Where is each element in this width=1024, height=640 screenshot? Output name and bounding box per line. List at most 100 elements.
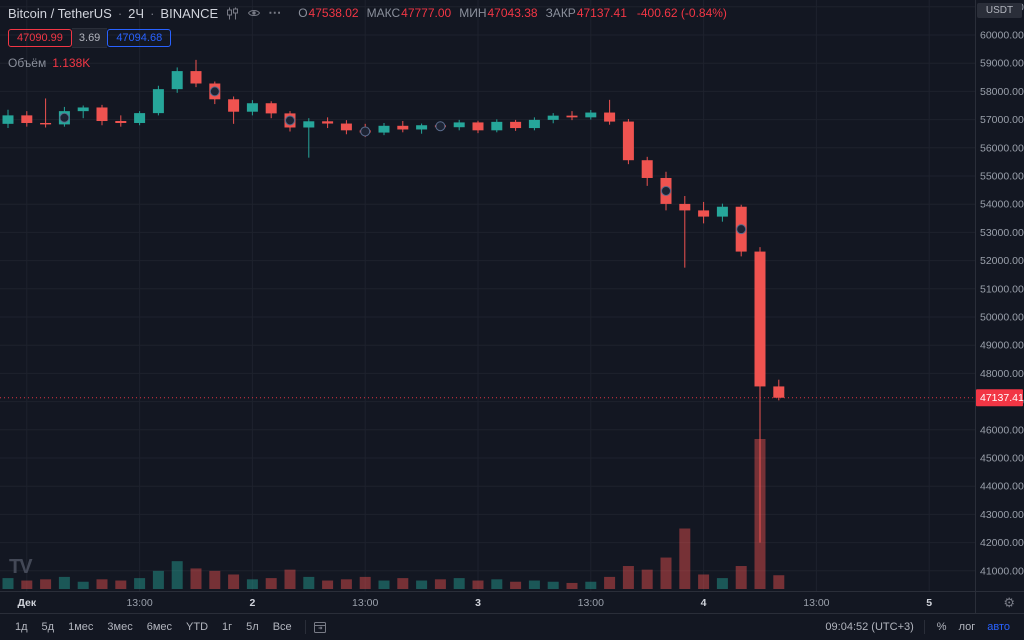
- clock[interactable]: 09:04:52 (UTC+3): [825, 621, 914, 633]
- candle: [641, 160, 653, 178]
- range-switcher: 1д 5д 1мес 3мес 6мес YTD 1г 5л Все: [8, 618, 328, 636]
- last-price-label: [976, 389, 1023, 407]
- grid: [0, 0, 975, 591]
- price-axis-label: 41000.00: [980, 565, 1024, 577]
- candle: [171, 71, 183, 90]
- price-axis-label: 50000.00: [980, 312, 1024, 324]
- more-icon[interactable]: ⋯: [268, 5, 283, 20]
- price-axis-label: 58000.00: [980, 86, 1024, 98]
- time-axis-label: 13:00: [352, 597, 378, 609]
- price-axis-label: 43000.00: [980, 509, 1024, 521]
- volume-bar: [209, 570, 221, 589]
- go-to-date-icon[interactable]: [312, 619, 328, 635]
- volume-bar: [171, 561, 183, 589]
- volume-bar: [190, 568, 202, 589]
- range-all[interactable]: Все: [266, 618, 299, 636]
- candle: [585, 112, 597, 118]
- range-ytd[interactable]: YTD: [179, 618, 215, 636]
- volume-label[interactable]: Объём: [8, 56, 47, 70]
- range-5d[interactable]: 5д: [35, 618, 62, 636]
- candle: [134, 113, 146, 123]
- symbol-row: Bitcoin / TetherUS · 2Ч · BINANCE ⋯: [8, 5, 727, 21]
- dot-marker: [736, 224, 747, 235]
- candle: [679, 203, 691, 211]
- high-value: МАКС47777.00: [366, 6, 452, 20]
- volume-bar: [622, 566, 634, 589]
- volume-bar: [585, 581, 597, 589]
- dot-marker: [209, 86, 220, 97]
- candle: [303, 121, 315, 128]
- timeaxis-settings-icon[interactable]: ⚙: [1003, 595, 1015, 610]
- divider: [304, 620, 306, 634]
- time-axis-label: 4: [701, 597, 707, 609]
- auto-scale-button[interactable]: авто: [981, 618, 1016, 636]
- percent-scale-button[interactable]: %: [931, 618, 953, 636]
- volume-bar: [322, 580, 334, 589]
- price-axis-label: 51000.00: [980, 283, 1024, 295]
- price-axis-label: 44000.00: [980, 481, 1024, 493]
- price-axis-label: 59000.00: [980, 58, 1024, 70]
- volume-value: 1.138K: [52, 56, 91, 70]
- volume-bar: [510, 581, 522, 589]
- price-chart-pane[interactable]: 41000.00 42000.00 43000.00 44000.00 45000.00…: [0, 0, 1024, 613]
- candle: [40, 122, 52, 125]
- change-value: -400.62 (-0.84%): [636, 6, 727, 20]
- candle: [340, 123, 352, 131]
- candle: [622, 121, 634, 161]
- range-6m[interactable]: 6мес: [140, 618, 179, 636]
- volume-bar: [434, 579, 446, 589]
- volume-bar: [152, 570, 164, 589]
- candle: [416, 125, 428, 130]
- tradingview-logo[interactable]: TV: [9, 556, 33, 578]
- volume-bar: [96, 579, 108, 589]
- volume-bar: [491, 579, 503, 589]
- candles-series: [2, 59, 785, 543]
- time-axis-label: 13:00: [803, 597, 829, 609]
- interval-button[interactable]: 2Ч: [128, 5, 145, 21]
- range-5y[interactable]: 5л: [239, 618, 266, 636]
- dot-marker: [360, 126, 371, 137]
- trade-buttons: 47090.99 3.69 47094.68: [8, 28, 727, 48]
- volume-bar: [303, 576, 315, 589]
- exchange-name[interactable]: BINANCE: [160, 5, 219, 21]
- sell-price-button[interactable]: 47090.99: [8, 29, 72, 47]
- candle: [378, 125, 390, 133]
- separator-dot: ·: [150, 5, 155, 21]
- volume-legend: Объём 1.138K: [8, 56, 727, 70]
- range-1d[interactable]: 1д: [8, 618, 35, 636]
- bottom-toolbar: 1д 5д 1мес 3мес 6мес YTD 1г 5л Все 09:04…: [0, 613, 1024, 640]
- candle: [528, 119, 540, 129]
- volume-bar: [472, 580, 484, 589]
- time-axis[interactable]: Дек 13:00 2 13:00 3 13:00 4 13:00 5: [17, 597, 932, 609]
- time-axis-label: 13:00: [578, 597, 604, 609]
- volume-bar: [246, 579, 258, 589]
- candle: [322, 121, 334, 124]
- buy-price-button[interactable]: 47094.68: [107, 29, 172, 47]
- candle: [152, 89, 164, 114]
- range-3m[interactable]: 3мес: [100, 618, 139, 636]
- candle: [190, 71, 202, 84]
- volume-bar: [284, 569, 296, 589]
- chart-style-icon[interactable]: [224, 5, 240, 21]
- log-scale-button[interactable]: лог: [953, 618, 982, 636]
- price-axis-label: 45000.00: [980, 453, 1024, 465]
- range-1m[interactable]: 1мес: [61, 618, 100, 636]
- spread-value: 3.69: [71, 28, 108, 48]
- price-axis[interactable]: 41000.00 42000.00 43000.00 44000.00 45000.00…: [976, 1, 1024, 577]
- price-axis-label: 55000.00: [980, 171, 1024, 183]
- currency-badge[interactable]: USDT: [977, 3, 1022, 18]
- price-axis-label: 42000.00: [980, 537, 1024, 549]
- volume-bar: [134, 578, 146, 589]
- candle: [228, 99, 240, 112]
- volume-bar: [641, 569, 653, 589]
- time-axis-label: 3: [475, 597, 481, 609]
- eye-icon[interactable]: [246, 5, 262, 21]
- range-1y[interactable]: 1г: [215, 618, 239, 636]
- candle: [2, 115, 14, 124]
- time-axis-label: 13:00: [126, 597, 152, 609]
- dot-marker: [59, 112, 70, 123]
- volume-bar: [716, 578, 728, 589]
- volume-bar: [228, 574, 240, 589]
- symbol-name[interactable]: Bitcoin / TetherUS: [8, 5, 112, 21]
- volume-bar: [58, 576, 70, 589]
